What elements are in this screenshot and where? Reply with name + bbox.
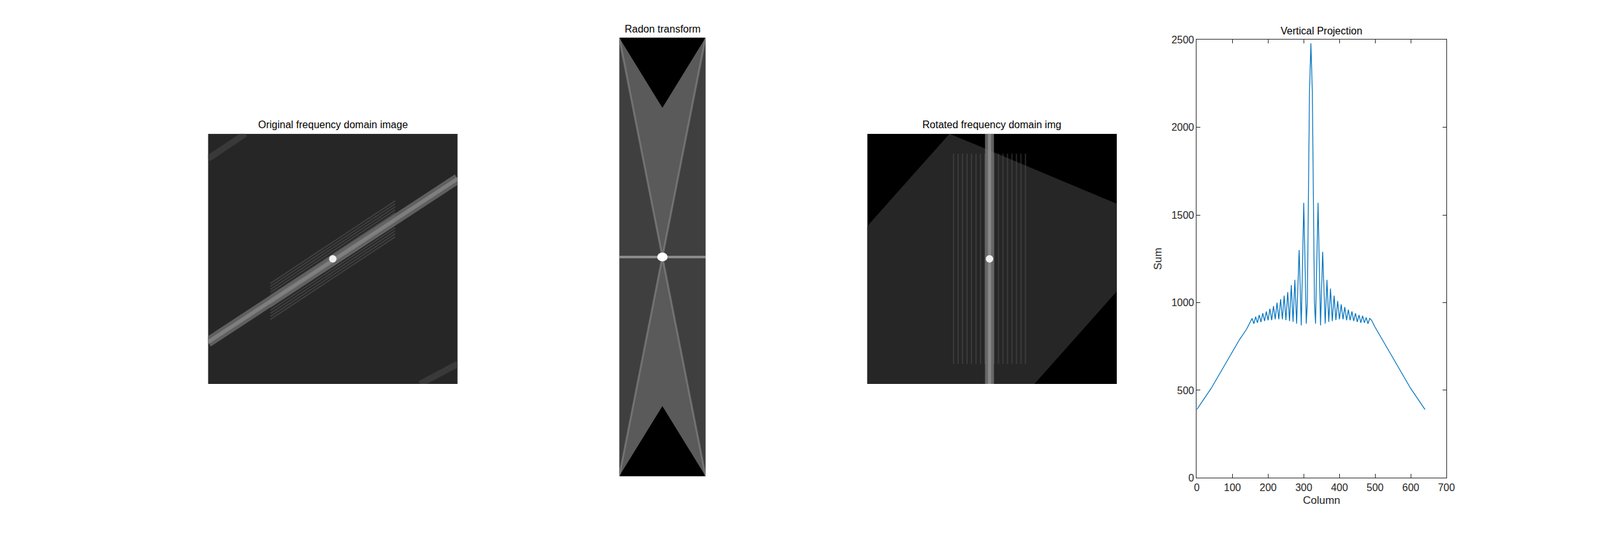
svg-text:400: 400 <box>1330 481 1349 493</box>
svg-text:0: 0 <box>1193 481 1200 493</box>
svg-text:200: 200 <box>1259 481 1277 493</box>
svg-text:0: 0 <box>1188 472 1194 484</box>
svg-text:Rotated frequency domain img: Rotated frequency domain img <box>922 119 1062 131</box>
svg-text:300: 300 <box>1295 481 1313 493</box>
svg-text:Sum: Sum <box>1151 247 1164 270</box>
svg-text:600: 600 <box>1402 481 1420 493</box>
svg-text:700: 700 <box>1438 481 1456 493</box>
svg-text:1000: 1000 <box>1171 297 1195 308</box>
svg-text:500: 500 <box>1366 481 1384 493</box>
svg-text:Column: Column <box>1302 494 1341 507</box>
svg-text:Radon transform: Radon transform <box>624 23 701 35</box>
svg-text:Vertical Projection: Vertical Projection <box>1280 25 1363 37</box>
svg-text:1500: 1500 <box>1171 209 1195 221</box>
svg-text:Original frequency domain imag: Original frequency domain image <box>258 119 408 131</box>
svg-text:2500: 2500 <box>1171 34 1195 46</box>
svg-text:2000: 2000 <box>1171 121 1195 133</box>
svg-text:500: 500 <box>1177 385 1195 396</box>
svg-text:100: 100 <box>1223 481 1242 493</box>
